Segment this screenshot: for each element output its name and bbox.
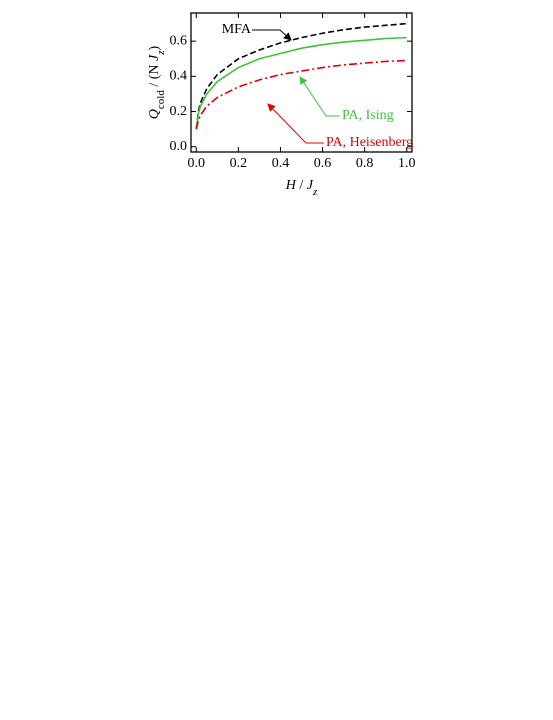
series-line xyxy=(195,22,407,130)
axis-label-part: J xyxy=(147,54,162,61)
x-tick-label: 0.0 xyxy=(188,156,206,171)
y-tick-label: 0.2 xyxy=(170,104,188,119)
y-tick-label: 0.0 xyxy=(170,139,188,154)
axis-label-part: z xyxy=(155,50,167,56)
axis-label-part: / xyxy=(296,178,307,193)
plot-frame xyxy=(190,12,413,153)
axis-label-part: z xyxy=(312,186,318,198)
axis-label-part: H xyxy=(285,178,297,193)
y-tick-label: 0.6 xyxy=(170,33,188,48)
axis-label-part: Q xyxy=(147,109,162,119)
series-label: PA, Heisenberg xyxy=(326,135,413,150)
series-line xyxy=(195,36,407,130)
x-tick-label: 0.6 xyxy=(314,156,332,171)
label-arrow xyxy=(267,103,324,144)
axis-label-part: ) xyxy=(147,45,162,50)
x-tick-label: 1.0 xyxy=(398,156,416,171)
x-tick-label: 0.4 xyxy=(272,156,290,171)
y-tick-label: 0.4 xyxy=(170,69,188,84)
series-label: PA, Ising xyxy=(342,108,394,123)
y-axis-label: Qcold / (N Jz) xyxy=(147,45,166,119)
label-arrow xyxy=(252,29,292,41)
label-arrow xyxy=(299,76,340,117)
x-tick-label: 0.8 xyxy=(356,156,374,171)
axis-label-part: / (N xyxy=(147,61,162,90)
series-line xyxy=(195,59,407,130)
axis-label-part: J xyxy=(307,178,314,193)
x-tick-label: 0.2 xyxy=(230,156,248,171)
x-axis-label: H / Jz xyxy=(285,178,318,197)
axis-label-part: cold xyxy=(155,90,167,109)
series-label: MFA xyxy=(222,22,252,37)
